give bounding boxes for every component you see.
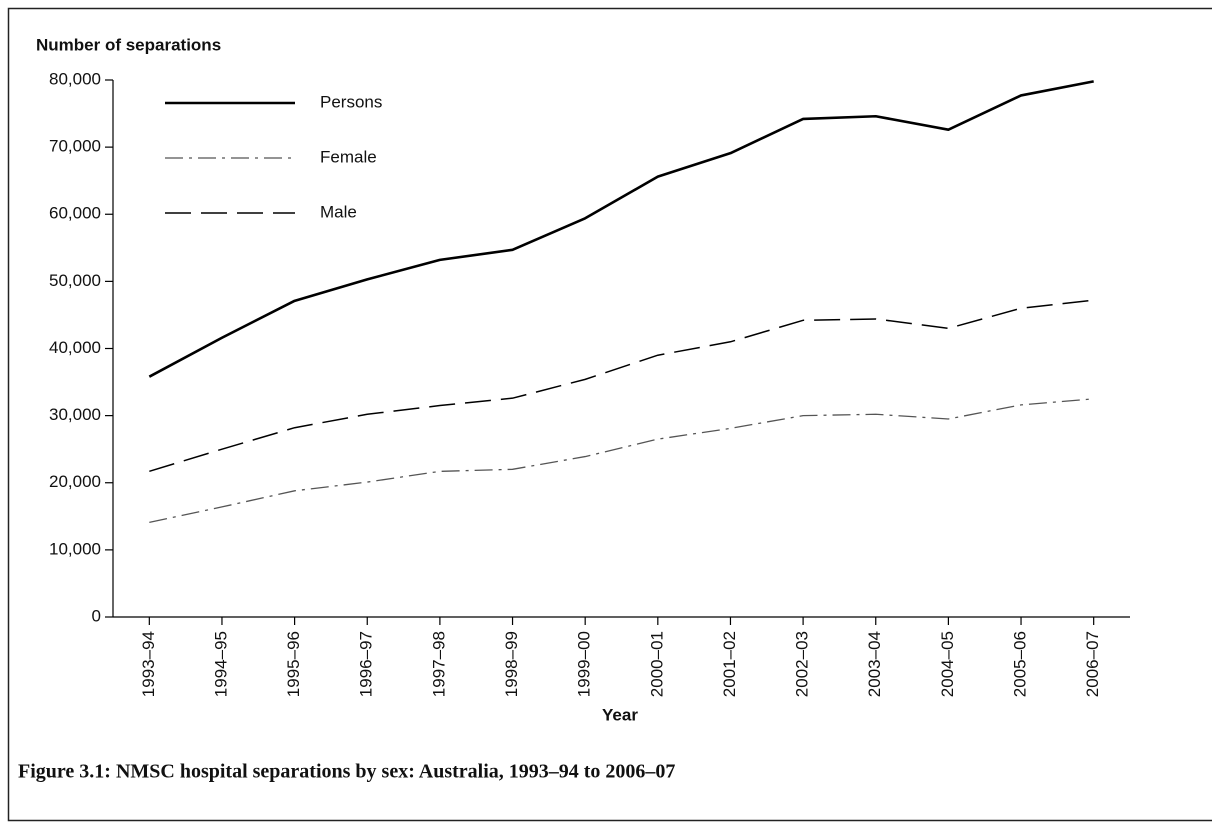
y-tick-label: 50,000 <box>49 271 101 290</box>
x-tick-label: 2005–06 <box>1011 631 1030 697</box>
y-tick-label: 40,000 <box>49 338 101 357</box>
x-tick-label: 1998–99 <box>502 631 521 697</box>
x-tick-label: 2003–04 <box>865 631 884 697</box>
legend-label: Persons <box>320 92 382 111</box>
chart-title: Figure 3.1: NMSC hospital separations by… <box>18 761 675 783</box>
x-tick-label: 2002–03 <box>793 631 812 697</box>
x-tick-label: 1994–95 <box>211 631 230 697</box>
y-tick-label: 80,000 <box>49 69 101 88</box>
x-tick-label: 1996–97 <box>357 631 376 697</box>
frame <box>7 7 1212 822</box>
x-tick-label: 2000–01 <box>647 631 666 697</box>
legend-label: Female <box>320 147 377 166</box>
x-tick-label: 2004–05 <box>938 631 957 697</box>
y-tick-label: 60,000 <box>49 204 101 223</box>
legend-label: Male <box>320 202 357 221</box>
y-tick-label: 70,000 <box>49 137 101 156</box>
x-tick-label: 1999–00 <box>575 631 594 697</box>
series-line <box>149 299 1094 473</box>
x-tick-label: 2006–07 <box>1083 631 1102 697</box>
x-axis-label: Year <box>602 705 638 724</box>
y-tick-label: 30,000 <box>49 405 101 424</box>
y-tick-label: 20,000 <box>49 472 101 491</box>
series-line <box>148 80 1094 378</box>
x-tick-label: 1995–96 <box>284 631 303 697</box>
x-tick-label: 1993–94 <box>139 631 158 697</box>
x-tick-label: 1997–98 <box>429 631 448 697</box>
y-tick-label: 0 <box>92 606 101 625</box>
y-tick-label: 10,000 <box>49 539 101 558</box>
series-line <box>149 398 1094 523</box>
y-axis-label: Number of separations <box>36 35 221 54</box>
x-tick-label: 2001–02 <box>720 631 739 697</box>
